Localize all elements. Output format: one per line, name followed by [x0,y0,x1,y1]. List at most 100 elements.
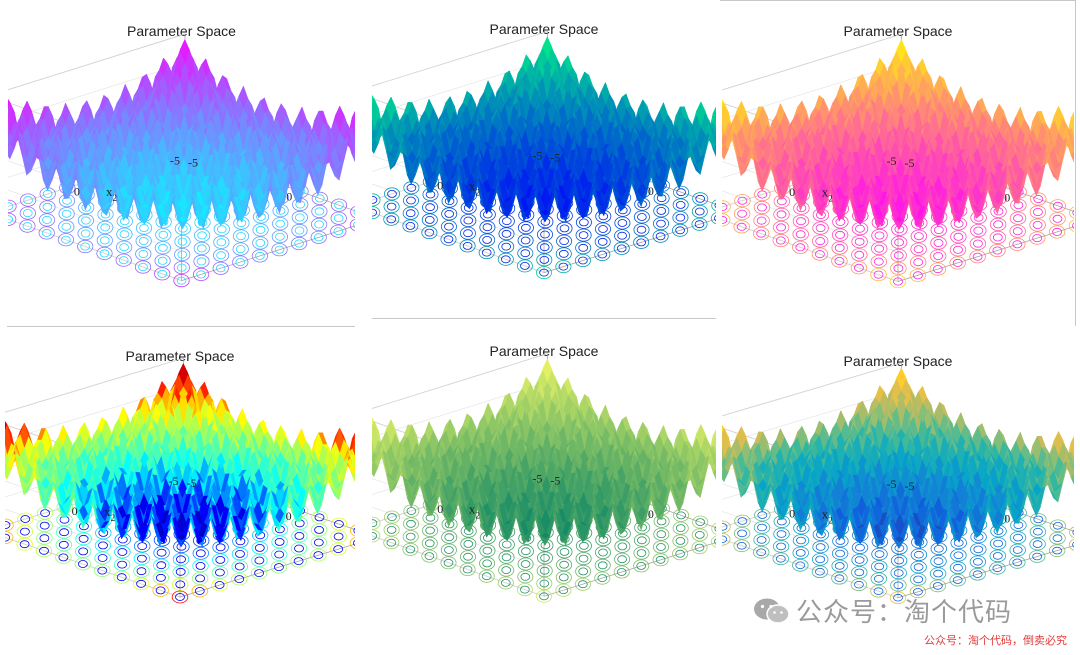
contour-ring [559,237,569,246]
contour-ring [691,204,708,218]
chart-title: Parameter Space [127,23,236,39]
contour-ring [22,209,33,218]
contour-ring [138,236,149,245]
contour-ring [311,191,328,205]
contour-ring [444,209,454,218]
contour-ring [290,236,308,251]
contour-ring [443,235,454,244]
contour-ring [463,229,473,238]
contour-ring [135,247,152,261]
contour-ring [173,273,190,288]
contour-ring [80,242,90,251]
frame-divider [372,318,716,319]
contour-ring [556,221,573,235]
contour-ring [173,261,190,275]
contour-ring [873,257,884,266]
contour-ring [733,207,751,221]
contour-ring [291,223,308,238]
contour-ring [1052,201,1063,210]
contour-ring [310,217,328,231]
contour-ring [792,214,810,228]
contour-ring [811,247,829,261]
contour-ring [675,200,686,209]
contour-ring [501,255,511,264]
contour-ring [440,220,457,234]
contour-ring [756,229,767,238]
contour-ring [8,199,17,213]
contour-ring [255,251,265,260]
contour-ring [406,196,416,205]
contour-ring [536,227,553,241]
contour-ring [479,220,496,234]
contour-ring [597,237,608,246]
x2-tick-label: 0 [437,179,443,193]
contour-ring [372,196,378,204]
contour-ring [174,235,191,249]
contour-ring [212,261,229,275]
contour-ring [811,234,829,248]
contour-ring [158,243,168,252]
contour-ring [314,194,325,203]
contour-ring [42,215,52,224]
contour-ring [61,235,71,244]
contour-ring [831,254,848,268]
contour-ring [695,194,706,203]
contour-ring [235,245,246,254]
contour-ring [154,254,171,268]
contour-ring [930,236,947,250]
contour-ring [722,200,731,214]
contour-ring [213,222,230,236]
contour-ring [633,235,650,249]
contour-ring [482,235,492,244]
contour-ring [502,217,512,226]
contour-ring [424,215,435,224]
contour-ring [197,231,207,240]
contour-ring [383,212,400,226]
contour-ring [1013,214,1023,223]
contour-ring [675,213,686,222]
contour-ring [597,250,608,259]
contour-ring [235,258,246,267]
contour-ring [772,233,790,248]
frame-divider [7,326,355,327]
contour-ring [775,236,786,245]
plot-panel-spring: Parameter Space020406080-505-505x1x2F12(… [722,8,1074,326]
contour-ring [255,225,266,234]
contour-ring [520,236,531,245]
contour-ring [61,222,72,231]
contour-ring [294,239,304,248]
contour-ring [792,227,809,241]
x2-axis-label: x2 [106,184,117,203]
contour-ring [854,237,865,246]
contour-ring [521,223,531,232]
contour-ring [633,210,650,224]
contour-ring [20,193,37,207]
contour-ring [536,240,553,254]
contour-ring [540,230,550,239]
contour-ring [874,231,885,240]
contour-ring [38,226,55,240]
contour-ring [154,241,171,255]
contour-ring [614,216,631,230]
contour-ring [815,237,826,246]
contour-ring [835,230,845,239]
contour-ring [444,222,454,231]
contour-ring [1032,207,1043,216]
contour-ring [58,207,75,221]
x2-axis-label: x2 [469,179,480,198]
x2-axis-subscript: 2 [113,193,118,203]
contour-ring [692,192,709,206]
contour-ring [81,216,91,225]
contour-ring [539,268,549,277]
contour-ring [930,223,948,237]
contour-ring [462,241,473,250]
contour-ring [656,206,667,215]
contour-ring [555,260,572,274]
contour-ring [594,247,611,261]
contour-ring [617,231,627,240]
x2-tick-label: 0 [74,185,80,199]
contour-ring [213,235,230,249]
contour-ring [177,250,188,259]
contour-ring [757,203,767,212]
contour-ring [57,233,75,247]
